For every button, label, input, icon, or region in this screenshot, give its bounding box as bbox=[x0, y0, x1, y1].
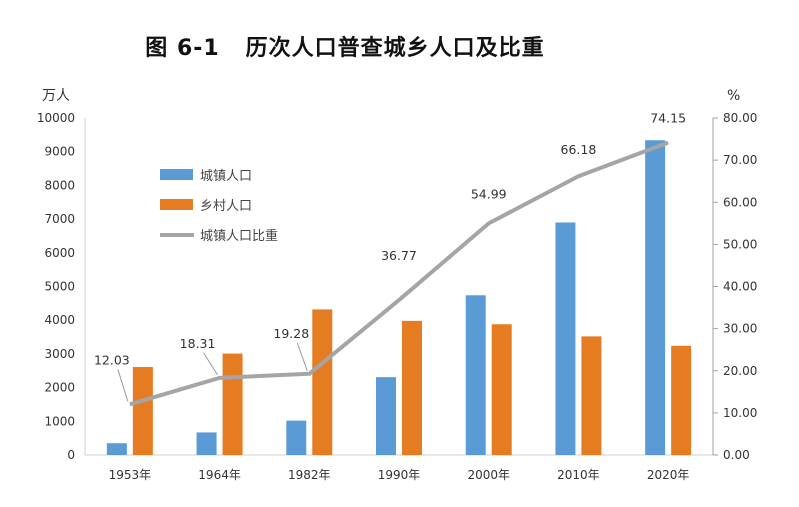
legend-label: 乡村人口 bbox=[200, 199, 252, 214]
legend-label: 城镇人口 bbox=[200, 169, 252, 184]
rural-bar bbox=[581, 336, 602, 455]
x-tick-label: 1990年 bbox=[378, 468, 421, 482]
right-tick-label: 80.00 bbox=[723, 111, 757, 125]
x-tick-label: 1964年 bbox=[198, 468, 241, 482]
left-tick-label: 9000 bbox=[44, 145, 75, 159]
left-tick-label: 3000 bbox=[44, 347, 75, 361]
x-tick-label: 2000年 bbox=[467, 468, 510, 482]
urban-bar bbox=[286, 420, 307, 455]
leader-line bbox=[296, 342, 308, 371]
left-tick-label: 1000 bbox=[44, 414, 75, 428]
data-label: 66.18 bbox=[561, 142, 597, 157]
rural-bar bbox=[222, 353, 243, 455]
right-tick-label: 50.00 bbox=[723, 237, 757, 251]
right-tick-label: 40.00 bbox=[723, 280, 757, 294]
left-tick-label: 7000 bbox=[44, 212, 75, 226]
left-tick-label: 10000 bbox=[37, 111, 75, 125]
data-label: 12.03 bbox=[94, 352, 130, 367]
data-label: 18.31 bbox=[180, 336, 216, 351]
right-tick-label: 70.00 bbox=[723, 153, 757, 167]
right-axis-unit: % bbox=[727, 88, 740, 104]
legend-swatch-urban bbox=[160, 169, 193, 180]
left-tick-label: 6000 bbox=[44, 246, 75, 260]
x-tick-label: 1982年 bbox=[288, 468, 331, 482]
right-tick-label: 30.00 bbox=[723, 322, 757, 336]
left-axis-unit: 万人 bbox=[42, 88, 70, 104]
left-tick-label: 0 bbox=[67, 448, 75, 462]
x-tick-label: 1953年 bbox=[109, 468, 152, 482]
chart-title: 图 6-1 历次人口普查城乡人口及比重 bbox=[145, 36, 545, 61]
urban-bar bbox=[376, 377, 396, 455]
x-tick-label: 2010年 bbox=[557, 468, 600, 482]
leader-line bbox=[203, 352, 218, 376]
x-tick-label: 2020年 bbox=[647, 468, 690, 482]
data-label: 19.28 bbox=[273, 326, 309, 341]
data-label: 36.77 bbox=[381, 248, 417, 263]
left-tick-label: 5000 bbox=[44, 280, 75, 294]
rural-bar bbox=[312, 309, 333, 455]
data-label: 54.99 bbox=[471, 186, 507, 201]
right-tick-label: 0.00 bbox=[723, 448, 750, 462]
urban-ratio-line bbox=[129, 140, 669, 407]
rural-bar bbox=[491, 324, 512, 455]
urban-bar bbox=[465, 295, 486, 455]
leader-line bbox=[117, 369, 129, 402]
legend-label: 城镇人口比重 bbox=[200, 228, 278, 244]
rural-bar bbox=[402, 320, 422, 455]
right-tick-label: 20.00 bbox=[723, 364, 757, 378]
rural-bar bbox=[132, 367, 153, 455]
legend-swatch-rural bbox=[160, 199, 193, 210]
right-tick-label: 10.00 bbox=[723, 406, 757, 420]
right-tick-label: 60.00 bbox=[723, 195, 757, 209]
urban-bar bbox=[645, 140, 666, 455]
urban-bar bbox=[196, 432, 217, 455]
left-tick-label: 4000 bbox=[44, 313, 75, 327]
urban-bar bbox=[106, 443, 127, 455]
rural-bar bbox=[671, 345, 692, 455]
left-tick-label: 8000 bbox=[44, 178, 75, 192]
data-label: 74.15 bbox=[650, 111, 686, 126]
urban-bar bbox=[555, 222, 576, 455]
left-tick-label: 2000 bbox=[44, 381, 75, 395]
